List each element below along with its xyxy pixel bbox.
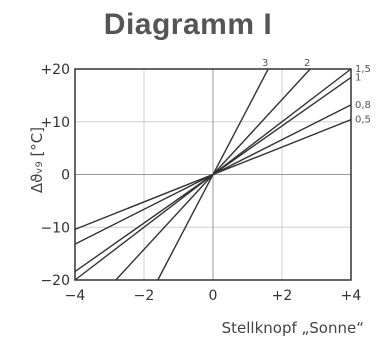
series-lines: [74, 68, 352, 281]
plot-frame: [74, 68, 352, 281]
series-label-4: 1: [355, 72, 361, 83]
y-axis-label: Δϑᵥ₉ [°C]: [28, 127, 46, 193]
series-line-6: [74, 118, 352, 231]
x-tick-label: 0: [209, 288, 218, 304]
series-label-2: 2: [304, 58, 310, 69]
series-label-3: 1,5: [355, 64, 371, 75]
x-axis-label: Stellknopf „Sonne“: [222, 319, 364, 337]
y-tick-label: +20: [40, 62, 70, 78]
series-labels: 3 2 1,51 0,8 0,5: [262, 58, 371, 126]
series-label-1: 3: [262, 58, 268, 69]
x-tick-label: +4: [341, 288, 362, 304]
series-label-5: 0,8: [355, 100, 371, 111]
series-label-6: 0,5: [355, 115, 371, 126]
x-tick-label: +2: [272, 288, 293, 304]
plot-border: [74, 68, 352, 281]
tick-labels: −4 −2 0 +2 +4−20−100+10+20: [40, 62, 361, 304]
y-tick-label: +10: [40, 115, 70, 131]
y-tick-label: −10: [40, 220, 70, 236]
y-tick-label: 0: [61, 168, 70, 184]
x-tick-label: −4: [65, 288, 86, 304]
y-tick-label: −20: [40, 273, 70, 289]
chart-title: Diagramm I: [103, 8, 273, 41]
x-tick-label: −2: [134, 288, 155, 304]
